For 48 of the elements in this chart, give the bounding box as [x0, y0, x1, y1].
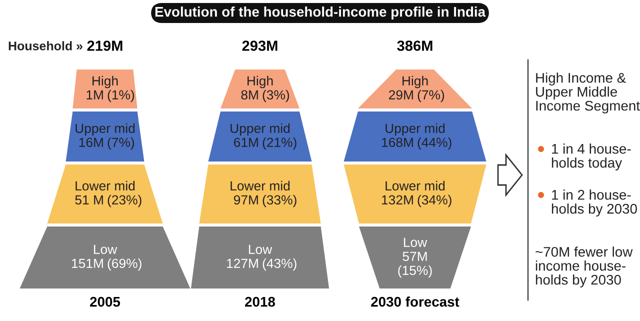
text: Evolution of the household-income profile in India: [155, 6, 486, 20]
text: (7%): [108, 137, 134, 150]
category-label: 2005: [90, 296, 120, 307]
text: Lower mid: [386, 180, 445, 191]
data-label: 29M: [389, 90, 413, 100]
data-label: 168M: [382, 138, 413, 148]
text: High: [402, 76, 428, 88]
text: Lower mid: [230, 180, 290, 191]
text: Household »: [8, 41, 82, 50]
text: 386M: [397, 40, 432, 51]
data-label: 1M: [86, 90, 103, 100]
text: (34%): [418, 194, 452, 208]
category-label: 2030 forecast: [371, 296, 460, 307]
data-label: 8M: [241, 90, 258, 100]
series-label: High: [92, 76, 118, 88]
text: (1%): [108, 90, 134, 102]
data-label: 151M: [72, 258, 103, 268]
data-label: 127M: [227, 258, 258, 268]
text: (69%): [108, 258, 142, 271]
text: (44%): [418, 137, 452, 150]
data-label: 16M: [79, 138, 103, 148]
text: Upper mid: [230, 123, 290, 136]
text: High Income & Upper Middle Income Segment: [536, 72, 640, 114]
text: 1 in 4 house- holds today: [552, 144, 631, 170]
data-label: 61M: [234, 138, 258, 148]
data-label: 97M: [234, 195, 258, 205]
text: Low: [94, 244, 118, 254]
data-label: 132M: [382, 195, 413, 205]
text: (3%): [262, 90, 290, 102]
text: (33%): [262, 194, 296, 208]
series-label: Low: [404, 238, 428, 248]
text: (21%): [262, 137, 296, 150]
series-label: Upper mid: [76, 123, 135, 136]
text: (43%): [262, 258, 296, 271]
text: (15%): [398, 265, 432, 278]
text: High: [248, 76, 273, 88]
text: Low: [248, 244, 272, 254]
data-label: 51 M: [75, 195, 103, 205]
text: Upper mid: [386, 123, 445, 136]
text: 219M: [87, 40, 122, 51]
data-label: 57M: [402, 252, 427, 262]
series-label: Lower mid: [76, 180, 135, 191]
text: 1 in 2 house- holds by 2030: [552, 190, 637, 216]
category-label: 2018: [245, 296, 276, 307]
text: ~70M fewer low income house- holds by 2030: [536, 246, 633, 288]
text: (7%): [418, 90, 444, 102]
text: 293M: [242, 40, 278, 51]
text: (23%): [108, 194, 142, 208]
